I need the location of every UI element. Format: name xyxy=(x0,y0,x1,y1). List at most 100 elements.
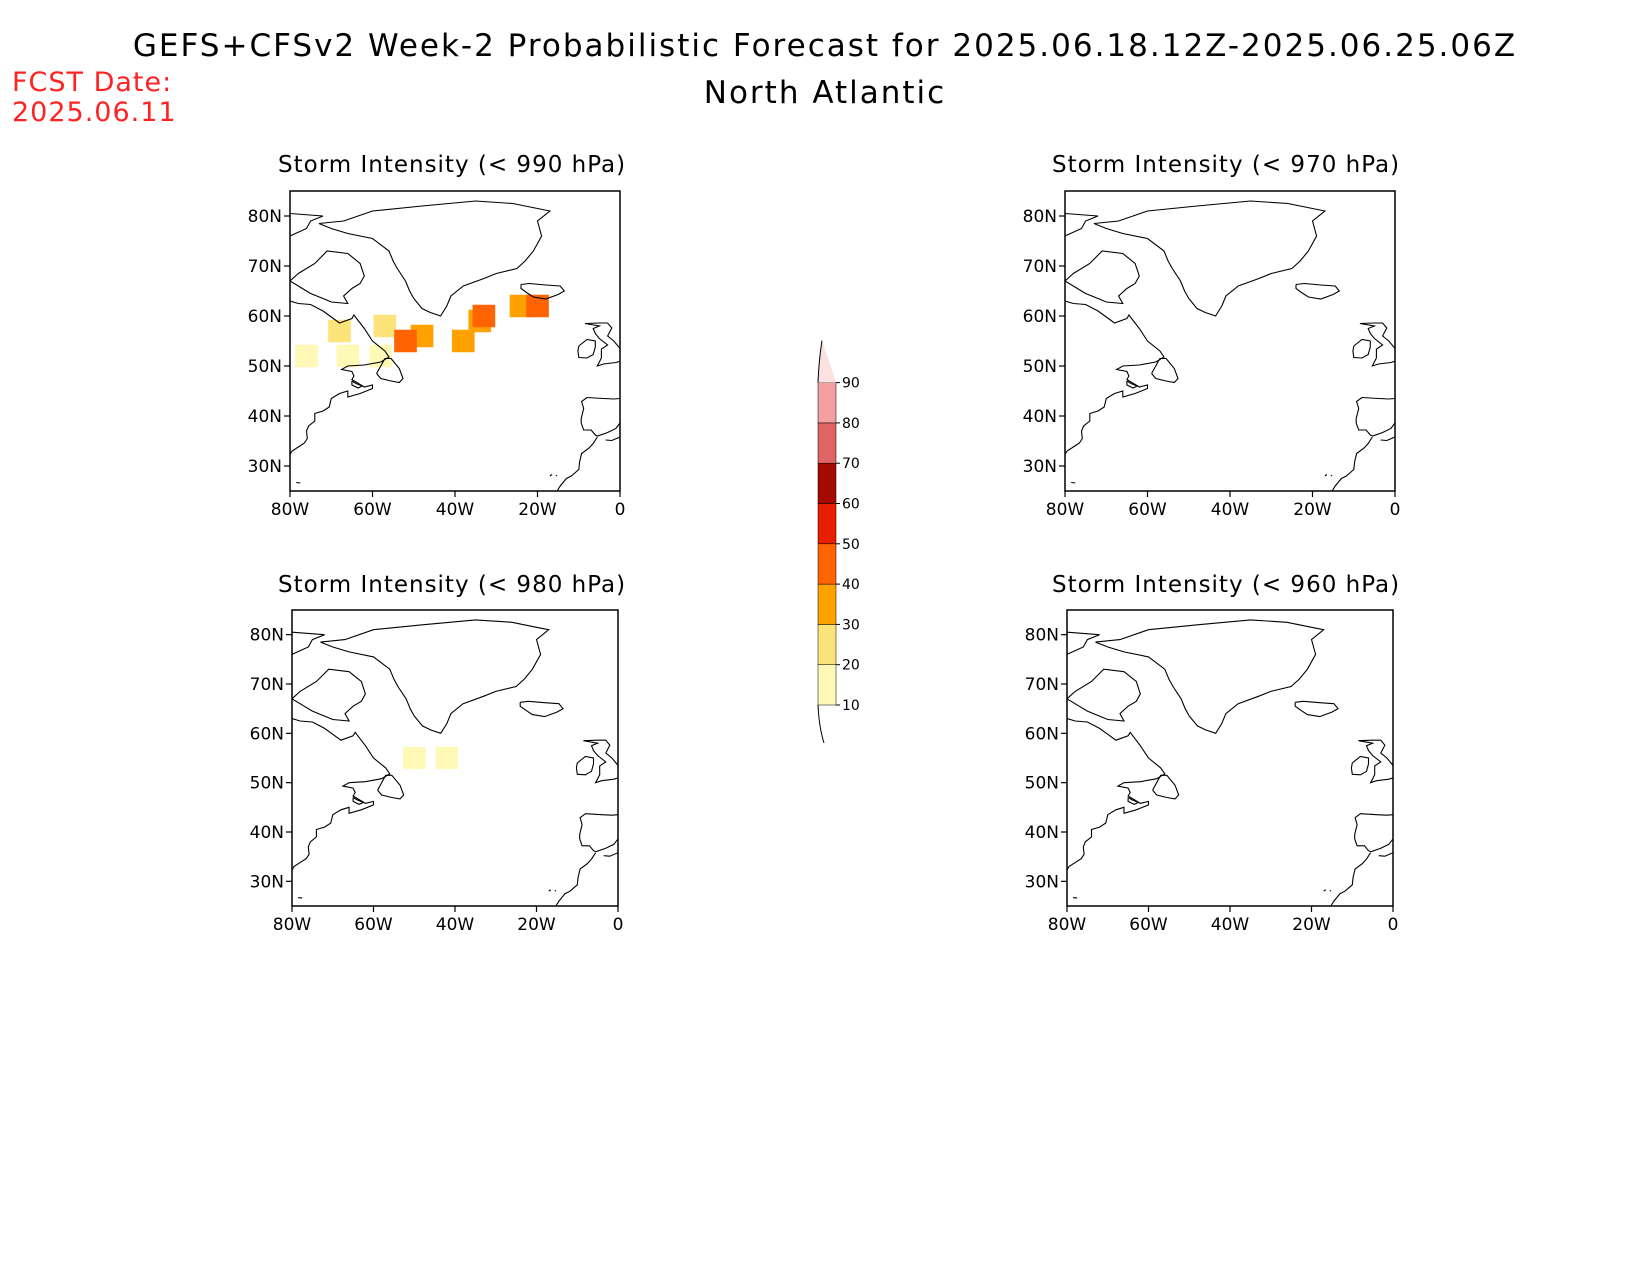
probability-cell xyxy=(369,344,393,368)
coastline xyxy=(1359,322,1395,367)
coastline xyxy=(556,436,598,491)
coastline xyxy=(583,739,618,784)
lon-tick-label: 80W xyxy=(271,500,310,520)
colorbar-segment xyxy=(817,664,837,706)
coastline xyxy=(1093,200,1327,317)
coastline xyxy=(1071,481,1076,484)
coastline xyxy=(575,755,595,776)
coastline xyxy=(579,813,618,853)
coastline xyxy=(1127,797,1140,806)
lat-tick-label: 40N xyxy=(248,407,282,427)
probability-field xyxy=(403,746,459,770)
lon-tick-label: 80W xyxy=(1048,915,1087,935)
colorbar-segment xyxy=(817,422,837,464)
coastline xyxy=(298,897,303,899)
coastline xyxy=(584,322,620,367)
panel-title-980: Storm Intensity (< 980 hPa) xyxy=(278,572,627,598)
lon-tick-label: 20W xyxy=(1292,915,1331,935)
colorbar-segment xyxy=(817,543,837,585)
coastline xyxy=(548,889,552,892)
coastlines xyxy=(290,200,620,491)
coastline xyxy=(290,250,365,305)
coastline xyxy=(1065,212,1099,237)
coastline xyxy=(1067,631,1100,655)
coastlines xyxy=(1065,200,1395,491)
panel-title-970: Storm Intensity (< 970 hPa) xyxy=(1052,152,1401,178)
coastline xyxy=(1065,250,1140,305)
colorbar-label: 70 xyxy=(842,456,860,472)
map-panel-960: 80N 70N 60N 50N 40N 30N 80W 60W 40W 20W 0 xyxy=(1025,609,1399,935)
colorbar-label: 50 xyxy=(842,537,860,553)
probability-cell xyxy=(373,314,397,338)
lat-tick-label: 50N xyxy=(1023,357,1057,377)
coastline xyxy=(352,797,365,806)
colorbar-label: 40 xyxy=(842,577,860,593)
coastline xyxy=(1380,436,1395,442)
colorbar-segment xyxy=(817,462,837,504)
probability-cell xyxy=(403,746,426,770)
colorbar-top-edge xyxy=(817,340,823,383)
lon-tick-label: 60W xyxy=(1129,915,1168,935)
lon-tick-label: 40W xyxy=(436,500,475,520)
coastline xyxy=(1330,852,1372,906)
colorbar-segment xyxy=(817,503,837,545)
coastline xyxy=(1067,717,1166,871)
lon-tick-label: 40W xyxy=(436,915,475,935)
lat-tick-label: 80N xyxy=(250,626,284,646)
colorbar-segment xyxy=(817,583,837,625)
panel-title-960: Storm Intensity (< 960 hPa) xyxy=(1052,572,1401,598)
colorbar-bottom-edge xyxy=(817,704,825,744)
coastline xyxy=(1350,755,1370,776)
coastline xyxy=(290,300,390,455)
coastline xyxy=(318,200,552,317)
coastline xyxy=(1330,474,1333,477)
map-frame xyxy=(1064,190,1396,492)
coastline xyxy=(1152,774,1180,800)
coastline xyxy=(1323,889,1327,892)
lat-tick-label: 80N xyxy=(1025,626,1059,646)
lon-tick-label: 40W xyxy=(1211,915,1250,935)
lon-tick-label: 60W xyxy=(1128,500,1167,520)
lat-tick-label: 70N xyxy=(248,257,282,277)
probability-cell xyxy=(451,329,475,353)
coastline xyxy=(605,436,620,442)
lon-tick-label: 0 xyxy=(1388,915,1399,935)
lat-tick-label: 60N xyxy=(248,307,282,327)
coastlines xyxy=(292,619,618,906)
lon-tick-label: 0 xyxy=(613,915,624,935)
coastline xyxy=(1065,300,1165,455)
lat-tick-label: 30N xyxy=(250,872,284,892)
lat-tick-label: 40N xyxy=(250,823,284,843)
coastline xyxy=(555,852,597,906)
lat-tick-label: 30N xyxy=(1023,457,1057,477)
coastline xyxy=(1352,338,1371,359)
coastline xyxy=(292,631,325,655)
coastline xyxy=(1378,852,1393,857)
colorbar-top-cap xyxy=(818,340,836,383)
coastline xyxy=(549,474,553,477)
lat-tick-label: 80N xyxy=(1023,207,1057,227)
panel-title-990: Storm Intensity (< 990 hPa) xyxy=(278,152,627,178)
colorbar-segment xyxy=(817,624,837,665)
probability-cell xyxy=(435,746,459,770)
lat-tick-label: 50N xyxy=(1025,774,1059,794)
coastline xyxy=(555,474,558,477)
colorbar-label: 10 xyxy=(842,698,860,714)
probability-cell xyxy=(328,319,351,343)
lat-tick-label: 40N xyxy=(1025,823,1059,843)
coastline xyxy=(1329,889,1332,892)
coastline xyxy=(1354,813,1393,853)
colorbar-label: 60 xyxy=(842,497,860,513)
probability-cell xyxy=(295,344,318,368)
coastline xyxy=(376,357,404,384)
coastline xyxy=(577,338,596,359)
probability-cell xyxy=(394,329,417,353)
lon-tick-label: 60W xyxy=(354,915,393,935)
coastline xyxy=(519,700,564,718)
colorbar: 10 20 30 40 50 60 70 80 90 xyxy=(817,340,860,744)
coastline xyxy=(1294,700,1339,718)
lat-tick-label: 70N xyxy=(1023,257,1057,277)
probability-cell xyxy=(472,304,496,328)
coastline xyxy=(296,481,301,484)
